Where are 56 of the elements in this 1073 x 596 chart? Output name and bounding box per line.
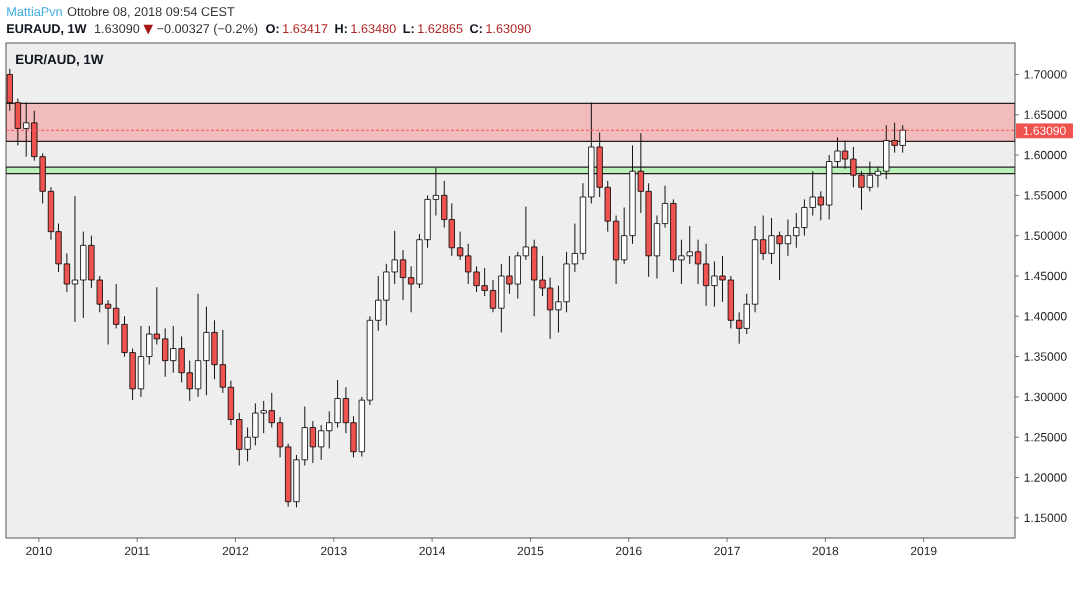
text: C: (470, 24, 482, 34)
candlestick (432, 167, 440, 216)
text: 1.63090 (486, 24, 531, 34)
text: MattiaPvn (7, 6, 62, 17)
x-tick-label: 2018 (812, 546, 839, 556)
text: 1.63417 (283, 24, 328, 34)
candlestick (489, 279, 497, 313)
ref-line-label: 1.63090 (1023, 126, 1066, 135)
candlestick (874, 166, 882, 188)
candlestick (276, 416, 284, 458)
y-tick-label: 1.45000 (1024, 271, 1067, 281)
x-tick-label: 2011 (124, 546, 150, 556)
y-tick-label: 1.20000 (1024, 473, 1067, 482)
candlestick (194, 293, 202, 398)
text: −0.00327 (−0.2%) (157, 23, 258, 36)
text: 1.63480 (351, 24, 396, 34)
x-tick-label: 2012 (222, 546, 249, 556)
text: EUR/AUD, 1W (16, 54, 104, 67)
y-tick-label: 1.40000 (1024, 312, 1067, 321)
candlestick (579, 182, 587, 261)
text: EURAUD, 1W (7, 24, 87, 35)
candlestick (399, 249, 407, 301)
y-tick-label: 1.65000 (1024, 110, 1067, 119)
y-tick-label: 1.60000 (1024, 150, 1067, 160)
candlestick (612, 215, 620, 285)
x-tick-label: 2015 (517, 546, 544, 556)
x-tick-label: 2014 (419, 546, 446, 556)
y-tick-label: 1.25000 (1024, 432, 1067, 442)
candlestick (694, 239, 702, 285)
text: 1.63090 (94, 24, 140, 34)
candlestick (751, 225, 759, 313)
candlestick (366, 315, 374, 406)
y-tick-label: 1.70000 (1024, 70, 1067, 79)
text: Ottobre 08, 2018 09:54 CEST (67, 6, 235, 18)
candlestick (104, 299, 112, 345)
text: O: (266, 24, 279, 34)
candlestick (784, 219, 792, 257)
candlestick (71, 195, 79, 323)
text: L: (403, 24, 414, 33)
candlestick (661, 185, 669, 229)
text: H: (335, 24, 347, 33)
candlestick (227, 380, 235, 426)
y-tick-label: 1.50000 (1024, 231, 1067, 240)
x-tick-label: 2010 (26, 546, 52, 556)
x-tick-label: 2013 (321, 546, 347, 556)
candlestick (653, 215, 661, 279)
x-tick-label: 2019 (910, 546, 937, 556)
text: 1.62865 (418, 24, 463, 34)
x-tick-label: 2016 (616, 546, 642, 556)
y-tick-label: 1.35000 (1024, 352, 1067, 361)
candlestick (137, 325, 145, 398)
text: ▼ (143, 24, 154, 35)
y-tick-label: 1.55000 (1024, 191, 1067, 200)
x-tick-label: 2017 (714, 546, 740, 556)
y-tick-label: 1.15000 (1024, 513, 1067, 523)
y-tick-label: 1.30000 (1024, 392, 1067, 402)
